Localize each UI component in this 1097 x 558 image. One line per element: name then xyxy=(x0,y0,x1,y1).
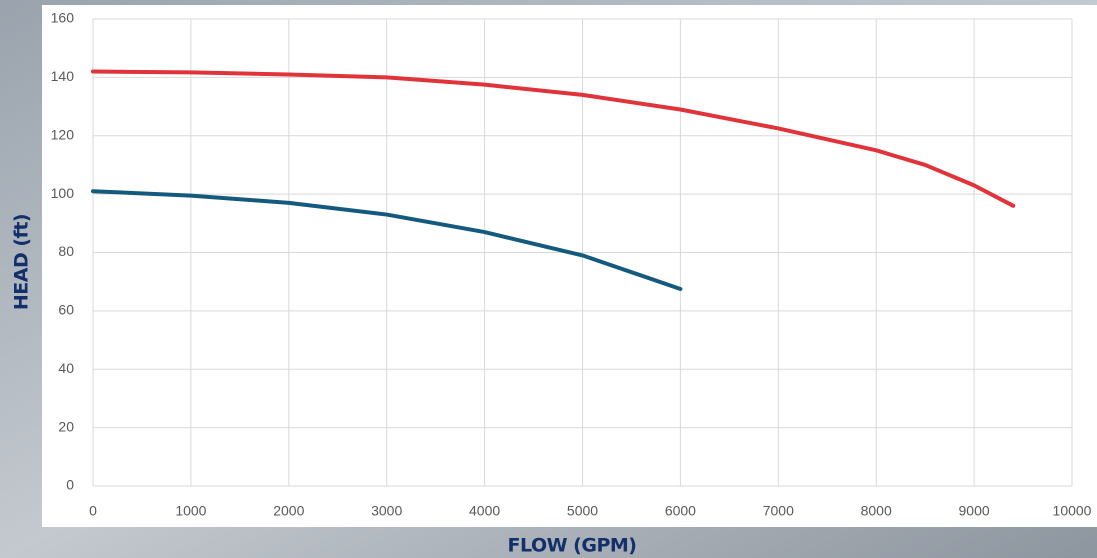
y-tick-label: 40 xyxy=(58,360,74,376)
x-axis-title: FLOW (GPM) xyxy=(508,535,637,557)
y-tick-label: 160 xyxy=(51,10,75,26)
y-tick-label: 100 xyxy=(51,185,75,201)
x-tick-label: 2000 xyxy=(273,503,304,519)
x-tick-label: 8000 xyxy=(861,503,892,519)
y-tick-label: 0 xyxy=(66,477,74,493)
plot-background xyxy=(42,5,1097,527)
x-tick-label: 10000 xyxy=(1053,503,1092,519)
x-tick-label: 9000 xyxy=(959,503,990,519)
x-tick-label: 1000 xyxy=(175,503,206,519)
y-axis-title: HEAD (ft) xyxy=(11,214,33,310)
y-tick-label: 60 xyxy=(58,302,74,318)
x-tick-label: 7000 xyxy=(763,503,794,519)
y-tick-label: 80 xyxy=(58,243,74,259)
y-tick-label: 20 xyxy=(58,418,74,434)
x-tick-label: 5000 xyxy=(567,503,598,519)
x-tick-label: 6000 xyxy=(665,503,696,519)
y-tick-label: 140 xyxy=(51,68,75,84)
x-tick-label: 0 xyxy=(89,503,97,519)
x-tick-label: 4000 xyxy=(469,503,500,519)
series-line xyxy=(91,189,683,291)
y-tick-label: 120 xyxy=(51,126,75,142)
series-line xyxy=(91,69,1016,208)
x-tick-label: 3000 xyxy=(371,503,402,519)
